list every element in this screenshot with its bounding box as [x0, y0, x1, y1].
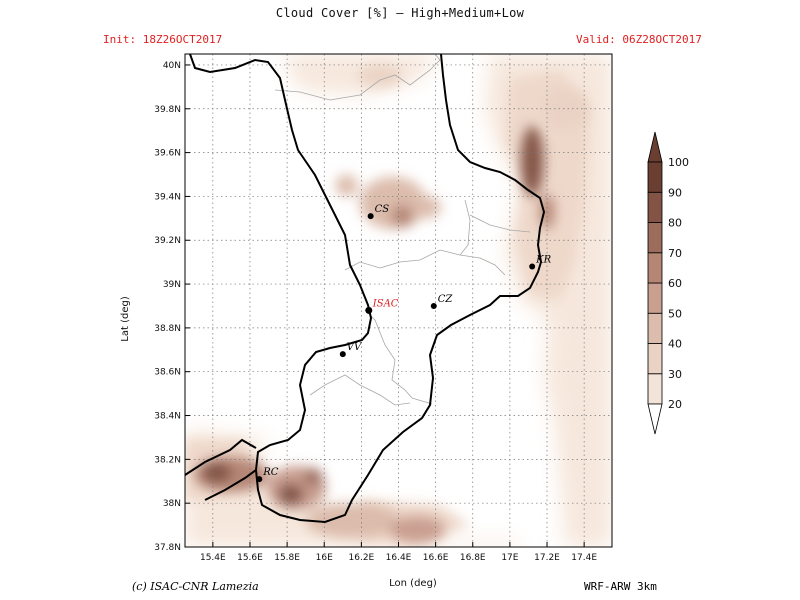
y-tick-label: 39N	[163, 280, 181, 290]
y-tick-label: 38.2N	[154, 455, 181, 465]
x-tick-label: 16E	[316, 553, 333, 563]
credit-text: (c) ISAC-CNR Lamezia	[132, 580, 259, 593]
y-tick-label: 39.8N	[154, 105, 181, 115]
city-dot-rc	[256, 476, 263, 483]
cloud-patches	[194, 64, 588, 543]
y-tick-label: 38.4N	[154, 412, 181, 422]
y-tick-label: 39.4N	[154, 192, 181, 202]
colorbar-segment	[647, 373, 663, 405]
cloud-patch	[305, 503, 399, 539]
colorbar-label: 40	[668, 338, 682, 351]
city-label-rc: RC	[262, 467, 279, 478]
cloud-patch	[303, 468, 323, 486]
x-tick-label: 16.4E	[386, 553, 412, 563]
coastline	[185, 54, 546, 524]
province-borders	[274, 54, 531, 406]
colorbar: 20 30 40 50 60 70 80 90 100	[647, 131, 689, 435]
city-dot-cs	[367, 213, 374, 220]
cloud-patch	[543, 86, 588, 131]
y-tick-label: 38N	[163, 499, 181, 509]
colorbar-label: 90	[668, 186, 682, 199]
cloud-patch	[201, 461, 232, 484]
x-tick-label: 17.2E	[534, 553, 560, 563]
cloud-patch	[391, 205, 414, 228]
grid-lines	[185, 54, 612, 547]
y-tick-label: 39.6N	[154, 149, 181, 159]
valid-time: Valid: 06Z28OCT2017	[576, 33, 702, 46]
x-tick-label: 15.6E	[237, 553, 263, 563]
cloud-patch	[357, 64, 403, 87]
colorbar-segment	[647, 343, 663, 375]
city-label-isac: ISAC	[372, 298, 399, 309]
y-tick-label: 37.8N	[154, 543, 181, 553]
x-tick-label: 15.8E	[274, 553, 300, 563]
chart-title: Cloud Cover [%] — High+Medium+Low	[275, 6, 525, 20]
city-dot-vv	[339, 351, 346, 358]
x-tick-label: 17E	[501, 553, 518, 563]
colorbar-extend-max	[647, 131, 663, 163]
cloud-patch	[521, 126, 544, 197]
colorbar-label: 100	[668, 156, 689, 169]
model-name: WRF-ARW 3km	[584, 580, 657, 593]
y-tick-label: 39.2N	[154, 236, 181, 246]
y-axis-label: Lat (deg)	[120, 296, 131, 342]
y-axis-ticks: 37.8N 38N 38.2N 38.4N 38.6N 38.8N 39N 39.2N 39.4…	[154, 61, 190, 553]
colorbar-extend-min	[647, 403, 663, 435]
colorbar-segment	[647, 161, 663, 193]
city-label-cz: CZ	[438, 294, 454, 305]
x-tick-label: 16.2E	[349, 553, 375, 563]
colorbar-label: 60	[668, 277, 682, 290]
colorbar-label: 70	[668, 247, 682, 260]
cloud-patch	[335, 174, 358, 197]
colorbar-label: 80	[668, 217, 682, 230]
x-tick-label: 16.6E	[423, 553, 449, 563]
y-tick-label: 38.8N	[154, 324, 181, 334]
city-dot-isac	[365, 306, 373, 314]
x-tick-label: 16.8E	[460, 553, 486, 563]
city-label-cs: CS	[375, 204, 390, 215]
colorbar-segment	[647, 191, 663, 223]
colorbar-segment	[647, 222, 663, 254]
city-markers: CS KR ISAC CZ VV RC	[256, 204, 552, 483]
colorbar-segment	[647, 312, 663, 344]
city-label-kr: KR	[535, 255, 551, 266]
cloud-patch	[277, 483, 304, 506]
x-axis-ticks: 15.4E 15.6E 15.8E 16E 16.2E 16.4E 16.6E 16.8E 17…	[200, 542, 597, 563]
x-tick-label: 17.4E	[571, 553, 597, 563]
colorbar-segment	[647, 282, 663, 314]
init-time: Init: 18Z26OCT2017	[103, 33, 223, 46]
city-dot-cz	[430, 302, 437, 309]
city-dot-kr	[529, 263, 536, 270]
colorbar-label: 30	[668, 368, 682, 381]
city-label-vv: VV	[347, 342, 363, 353]
colorbar-segment	[647, 252, 663, 284]
x-axis-label: Lon (deg)	[389, 578, 437, 589]
cloud-patch	[411, 196, 442, 219]
colorbar-label: 20	[668, 398, 682, 411]
cloud-patch	[389, 516, 445, 543]
y-tick-label: 40N	[163, 61, 181, 71]
x-tick-label: 15.4E	[200, 553, 226, 563]
colorbar-label: 50	[668, 307, 682, 320]
y-tick-label: 38.6N	[154, 368, 181, 378]
